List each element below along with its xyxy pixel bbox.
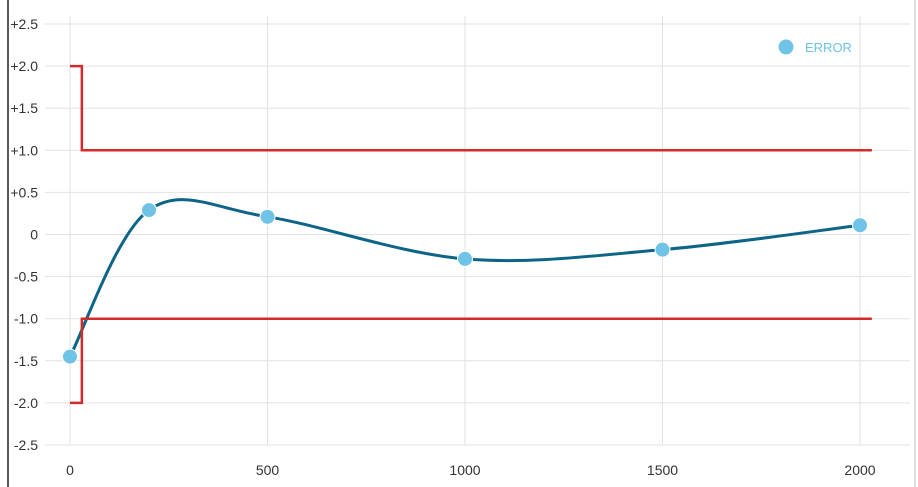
y-tick-label: +0.5	[10, 184, 38, 200]
error-point[interactable]	[852, 217, 868, 234]
y-tick-label: +1.0	[10, 142, 38, 158]
x-tick-label: 1500	[647, 462, 678, 478]
x-tick-label: 0	[66, 462, 74, 478]
y-tick-label: 0	[30, 227, 38, 243]
y-tick-label: -0.5	[14, 269, 38, 285]
error-point[interactable]	[259, 208, 276, 225]
error-point[interactable]	[654, 241, 671, 258]
x-tick-label: 500	[256, 462, 280, 478]
y-tick-label: -2.0	[14, 395, 38, 411]
legend-label[interactable]: ERROR	[805, 40, 852, 55]
error-point[interactable]	[141, 202, 157, 219]
error-line	[68, 198, 861, 358]
y-tick-label: +1.5	[10, 100, 38, 116]
legend[interactable]: ERROR	[778, 39, 852, 56]
y-tick-label: -2.5	[14, 437, 38, 453]
error-point[interactable]	[62, 348, 78, 365]
error-point[interactable]	[457, 250, 473, 267]
x-tick-label: 2000	[844, 462, 875, 478]
y-tick-label: -1.0	[14, 311, 38, 327]
y-tick-label: +2.5	[10, 16, 38, 32]
y-tick-label: -1.5	[14, 353, 38, 369]
series-layer	[62, 64, 872, 405]
legend-marker[interactable]	[778, 39, 794, 55]
limit-step-line	[70, 64, 872, 152]
y-tick-label: +2.0	[10, 58, 38, 74]
x-tick-label: 1000	[449, 462, 480, 478]
limit-step-line	[70, 317, 872, 405]
axis-tick-labels: +2.5 +2.0 +1.5 +1.0 +0.5 0 -0.5 -1.0 -1.5 -2.0 -2.…	[10, 16, 875, 478]
